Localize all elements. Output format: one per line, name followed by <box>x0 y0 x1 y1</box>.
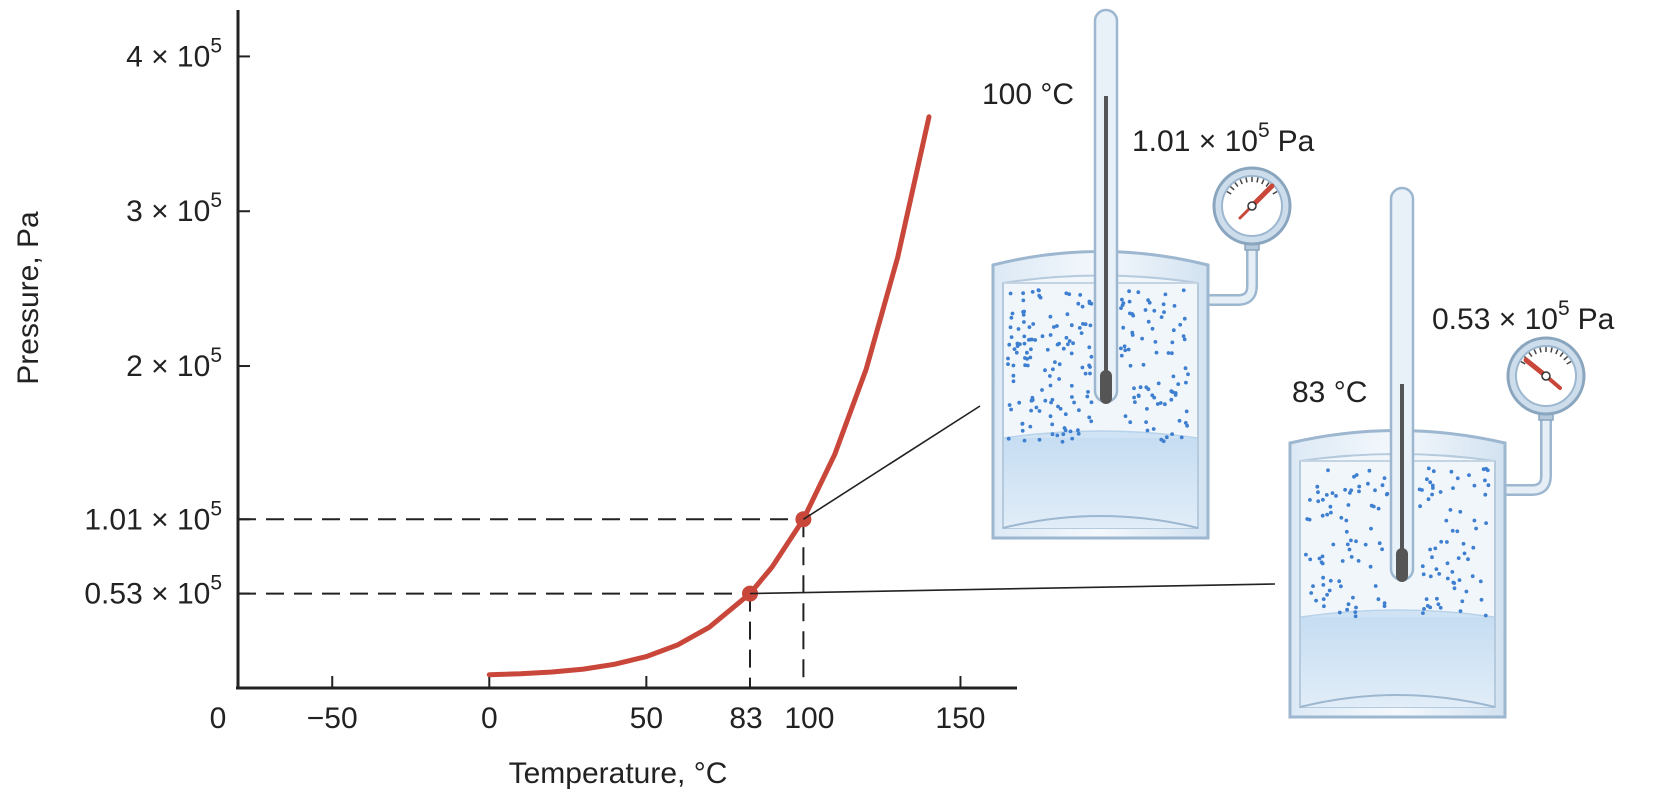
y-tick-label: 4 × 105 <box>126 34 222 73</box>
temperature-label-83c: 83 °C <box>1292 376 1367 409</box>
x-tick-label: 0 <box>481 702 498 735</box>
temperature-label-100c: 100 °C <box>982 78 1074 111</box>
y-axis-title: Pressure, Pa <box>12 211 45 385</box>
x-axis-title: Temperature, °C <box>509 757 728 790</box>
y-tick-label: 3 × 105 <box>126 189 222 228</box>
container-83c: 83 °C 0.53 × 105 Pa <box>1288 186 1615 719</box>
pressure-label-101: 1.01 × 105 Pa <box>1132 119 1315 158</box>
pressure-label-053: 0.53 × 105 Pa <box>1432 297 1615 336</box>
x-highlight-label: 83 <box>729 702 762 735</box>
connector-line-83c <box>749 583 1276 595</box>
connector-line-100c <box>802 405 981 520</box>
gauge-pipe <box>1502 416 1552 496</box>
x-origin-label: 0 <box>210 702 227 735</box>
y-ticks: 4 × 105 3 × 105 2 × 105 1.01 × 105 0.53 × 10… <box>84 34 250 611</box>
x-ticks: −50 0 50 150 <box>307 676 985 735</box>
vapor-molecules <box>1006 288 1190 444</box>
y-tick-label: 1.01 × 105 <box>84 497 222 536</box>
x-highlight-label: 100 <box>784 702 834 735</box>
guide-lines <box>238 518 805 688</box>
highlight-points: 83 100 <box>729 511 834 735</box>
x-tick-label: 150 <box>935 702 985 735</box>
vapor-pressure-curve <box>486 114 932 678</box>
container-100c: 100 °C 1.01 × 105 Pa <box>982 8 1315 540</box>
water <box>1004 438 1197 528</box>
x-tick-label: −50 <box>307 702 358 735</box>
pressure-gauge-icon <box>1506 336 1586 421</box>
water <box>1301 617 1494 707</box>
pressure-gauge-icon <box>1212 166 1292 251</box>
vapor-molecules <box>1304 466 1491 619</box>
y-tick-label: 0.53 × 105 <box>84 572 222 611</box>
y-tick-label: 2 × 105 <box>126 344 222 383</box>
gauge-pipe <box>1205 244 1258 306</box>
vapor-pressure-chart: −50 0 50 150 4 × 105 3 × 105 2 × 105 1.01 × 10… <box>12 10 1017 790</box>
x-tick-label: 50 <box>630 702 663 735</box>
